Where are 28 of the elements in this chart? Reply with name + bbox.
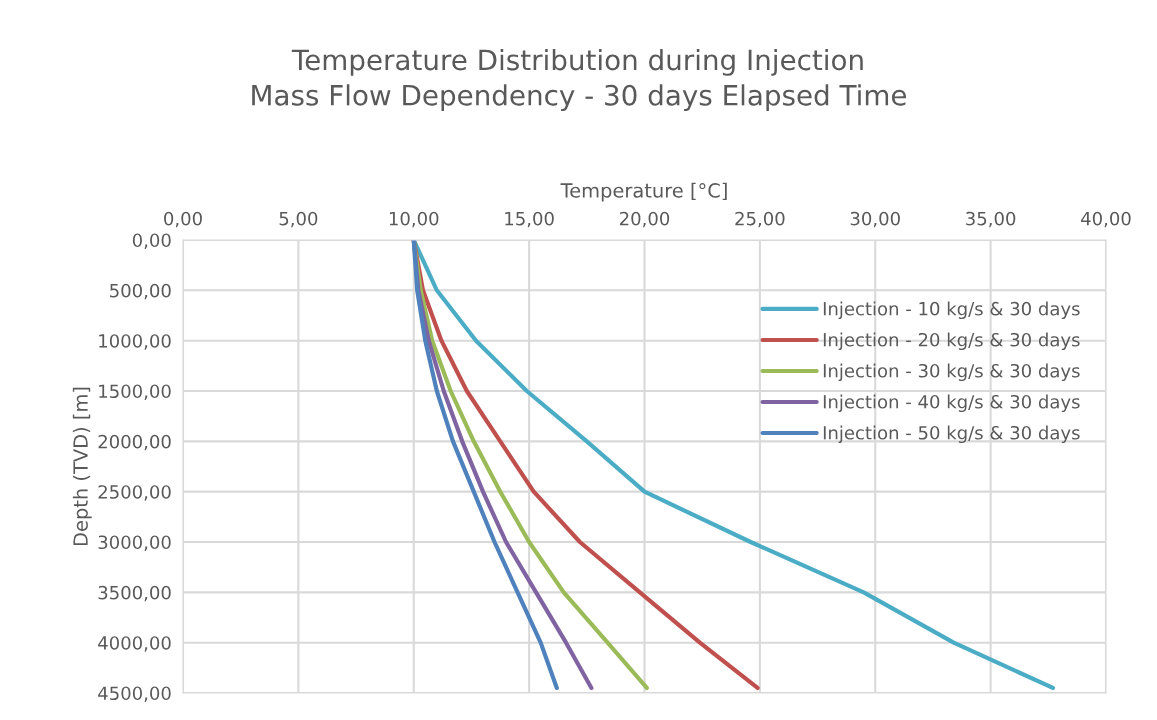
y-tick-label: 0,00	[132, 233, 171, 249]
x-tick-label: 30,00	[850, 211, 900, 228]
x-tick-label: 10,00	[389, 211, 439, 228]
legend-label: Injection - 40 kg/s & 30 days	[823, 394, 1080, 413]
y-axis-title: Depth (TVD) [m]	[72, 387, 92, 546]
x-tick-label: 25,00	[735, 211, 785, 228]
legend-label: Injection - 10 kg/s & 30 days	[823, 301, 1080, 320]
y-tick-label: 1500,00	[99, 384, 171, 400]
legend-label: Injection - 30 kg/s & 30 days	[823, 363, 1080, 382]
x-tick-label: 0,00	[164, 211, 202, 228]
y-tick-label: 4500,00	[98, 686, 171, 702]
x-tick-label: 20,00	[619, 211, 670, 228]
x-tick-label: 35,00	[966, 211, 1016, 228]
x-tick-label: 5,00	[279, 211, 318, 228]
x-tick-label: 15,00	[505, 211, 554, 228]
legend-label: Injection - 20 kg/s & 30 days	[823, 332, 1080, 351]
y-tick-label: 500,00	[110, 283, 171, 300]
y-tick-label: 2000,00	[98, 434, 171, 451]
x-axis-title: Temperature [°C]	[560, 182, 727, 202]
y-tick-label: 1000,00	[99, 334, 171, 350]
y-tick-label: 3000,00	[98, 535, 171, 551]
chart-title: Temperature Distribution during Injection Mass Flow Dependency - 30 days Elapsed Time	[252, 48, 907, 112]
y-tick-label: 2500,00	[98, 485, 171, 501]
line-series	[411, 240, 559, 691]
y-tick-label: 4000,00	[98, 636, 171, 652]
y-tick-label: 3500,00	[98, 585, 171, 602]
legend-label: Injection - 50 kg/s & 30 days	[823, 425, 1080, 444]
x-tick-label: 40,00	[1081, 211, 1131, 228]
